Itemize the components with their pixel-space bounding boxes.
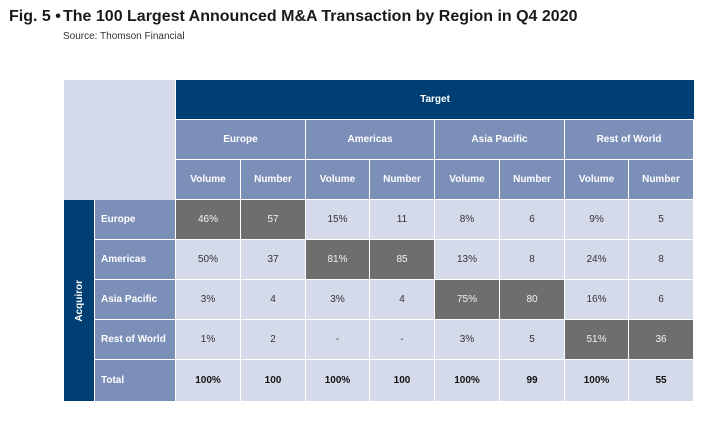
table-cell: 55: [629, 360, 693, 401]
table-cell: 81%: [306, 240, 369, 279]
row-label: Total: [95, 360, 175, 401]
table-cell: 85: [370, 240, 434, 279]
acquiror-header: Acquiror: [64, 200, 94, 401]
table-cell: 57: [241, 200, 305, 239]
table-cell: 8%: [435, 200, 499, 239]
table-cell: 50%: [176, 240, 240, 279]
acquiror-label: Acquiror: [73, 279, 85, 322]
sub-column-header: Number: [500, 160, 564, 199]
table-cell: 36: [629, 320, 693, 359]
table-cell: 6: [629, 280, 693, 319]
row-label: Asia Pacific: [95, 280, 175, 319]
table-cell: 11: [370, 200, 434, 239]
target-region-header: Americas: [306, 120, 434, 159]
table-cell: 37: [241, 240, 305, 279]
figure-title: Fig. 5 • The 100 Largest Announced M&A Tr…: [9, 8, 577, 26]
row-label: Americas: [95, 240, 175, 279]
table-cell: -: [306, 320, 369, 359]
row-label: Europe: [95, 200, 175, 239]
table-cell: 13%: [435, 240, 499, 279]
table-cell: 3%: [435, 320, 499, 359]
table-cell: 8: [500, 240, 564, 279]
table-cell: 51%: [565, 320, 628, 359]
figure-number: Fig. 5 •: [9, 8, 61, 25]
table-cell: 15%: [306, 200, 369, 239]
sub-column-header: Number: [241, 160, 305, 199]
target-region-header: Asia Pacific: [435, 120, 564, 159]
target-header: Target: [176, 80, 694, 119]
table-cell: 100%: [176, 360, 240, 401]
table-cell: 8: [629, 240, 693, 279]
sub-column-header: Volume: [306, 160, 369, 199]
table-cell: 2: [241, 320, 305, 359]
figure-source: Source: Thomson Financial: [63, 31, 185, 42]
sub-column-header: Number: [629, 160, 693, 199]
target-region-header: Europe: [176, 120, 305, 159]
table-cell: 100%: [565, 360, 628, 401]
table-cell: 16%: [565, 280, 628, 319]
table-cell: 99: [500, 360, 564, 401]
row-label: Rest of World: [95, 320, 175, 359]
table-cell: 4: [241, 280, 305, 319]
mna-region-table: Target Acquiror Europe Americas Asia Pacif…: [64, 80, 694, 401]
figure-title-text: The 100 Largest Announced M&A Transactio…: [63, 8, 578, 25]
sub-column-header: Number: [370, 160, 434, 199]
table-corner: [64, 80, 175, 200]
table-cell: -: [370, 320, 434, 359]
table-cell: 6: [500, 200, 564, 239]
table-cell: 3%: [176, 280, 240, 319]
table-cell: 3%: [306, 280, 369, 319]
target-region-header: Rest of World: [565, 120, 693, 159]
table-cell: 100: [241, 360, 305, 401]
table-cell: 1%: [176, 320, 240, 359]
table-cell: 75%: [435, 280, 499, 319]
sub-column-header: Volume: [565, 160, 628, 199]
table-cell: 24%: [565, 240, 628, 279]
table-cell: 5: [629, 200, 693, 239]
table-cell: 100%: [306, 360, 369, 401]
table-cell: 80: [500, 280, 564, 319]
sub-column-header: Volume: [435, 160, 499, 199]
table-cell: 100: [370, 360, 434, 401]
table-cell: 4: [370, 280, 434, 319]
table-cell: 46%: [176, 200, 240, 239]
table-cell: 5: [500, 320, 564, 359]
table-cell: 9%: [565, 200, 628, 239]
sub-column-header: Volume: [176, 160, 240, 199]
table-cell: 100%: [435, 360, 499, 401]
